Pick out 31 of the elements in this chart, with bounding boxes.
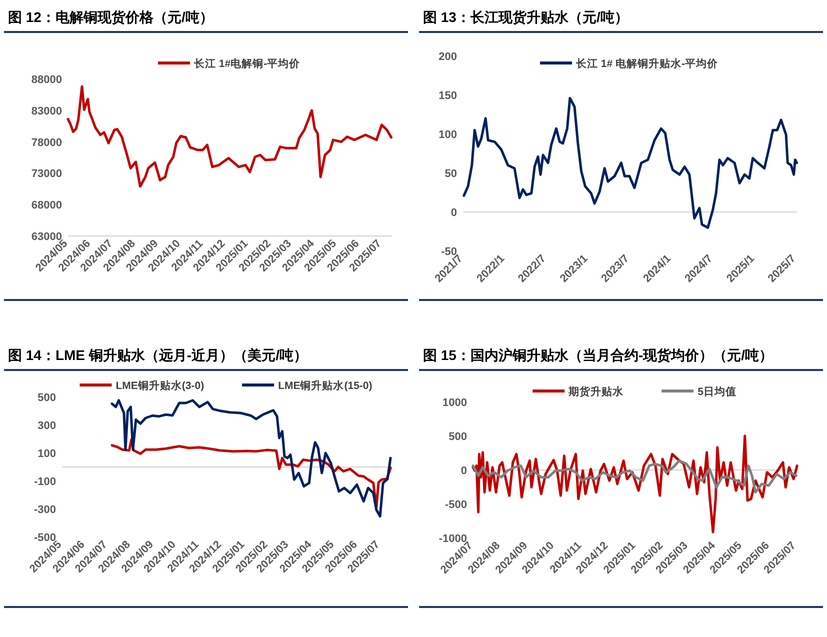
y-tick-label: 68000 [31, 200, 62, 212]
legend-label: 5日均值 [698, 385, 736, 398]
y-tick-label: 78000 [31, 136, 62, 149]
y-tick-label: 1000 [442, 397, 467, 409]
legend-label: LME铜升贴水(3-0) [116, 379, 204, 392]
y-tick-label: 100 [38, 448, 56, 460]
y-tick-label: -500 [444, 499, 467, 511]
chart-title: 图 14：LME 铜升贴水（远月-近月）（美元/吨） [8, 347, 308, 363]
chart-title: 图 13：长江现货升贴水（元/吨） [423, 9, 628, 25]
y-tick-label: 500 [38, 392, 56, 404]
y-tick-label: 73000 [31, 168, 62, 180]
y-tick-label: 88000 [31, 74, 62, 86]
y-tick-label: 83000 [31, 105, 62, 118]
y-tick-label: 200 [438, 51, 457, 63]
y-tick-label: -300 [34, 504, 56, 516]
y-tick-label: 50 [444, 168, 457, 180]
legend-label: LME铜升贴水(15-0) [278, 379, 372, 392]
y-tick-label: 100 [438, 129, 457, 141]
y-tick-label: 500 [448, 431, 467, 443]
y-tick-label: 0 [460, 465, 467, 477]
legend-label: 长江 1#电解铜-平均价 [192, 57, 302, 70]
chart-title: 图 12：电解铜现货价格（元/吨） [8, 9, 214, 25]
legend-label: 期货升贴水 [568, 385, 625, 398]
chart-title: 图 15：国内沪铜升贴水（当月合约-现货均价）（元/吨） [423, 347, 774, 363]
y-tick-label: 300 [38, 420, 56, 432]
legend: 长江 1#电解铜-平均价 [158, 58, 300, 70]
y-tick-label: 0 [450, 207, 457, 219]
y-tick-label: -100 [34, 476, 56, 488]
legend-label: 长江 1# 电解铜升贴水-平均价 [574, 57, 719, 70]
legend: 长江 1# 电解铜升贴水-平均价 [540, 58, 718, 70]
y-tick-label: 150 [438, 90, 457, 102]
